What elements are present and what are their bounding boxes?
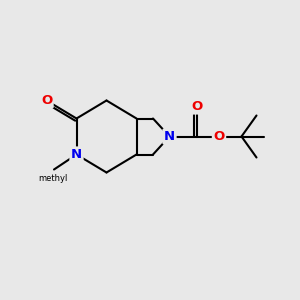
Text: O: O: [41, 94, 52, 107]
Text: N: N: [71, 148, 82, 161]
Text: N: N: [164, 130, 175, 143]
Text: O: O: [213, 130, 225, 143]
Text: O: O: [191, 100, 202, 113]
Text: methyl: methyl: [38, 174, 67, 183]
